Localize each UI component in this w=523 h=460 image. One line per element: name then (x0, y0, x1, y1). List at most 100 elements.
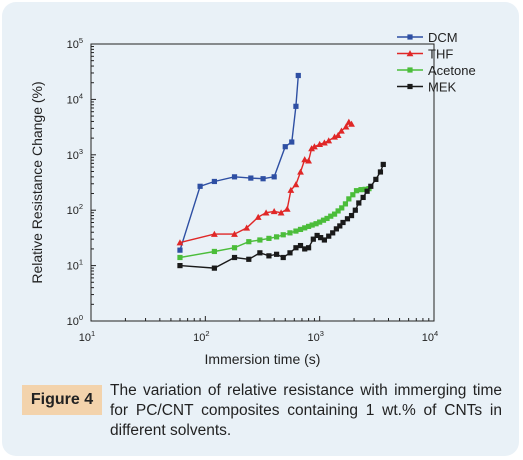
y-tick-label: 102 (67, 202, 83, 217)
data-point-acetone (297, 226, 304, 233)
data-point-mek (356, 200, 362, 206)
data-point-thf (254, 213, 262, 220)
legend-label-dcm: DCM (428, 30, 458, 45)
data-point-dcm (282, 144, 288, 150)
legend-label-thf: THF (428, 47, 453, 62)
plot-frame (90, 43, 435, 322)
figure-label: Figure 4 (22, 385, 102, 415)
data-point-dcm (289, 139, 295, 145)
data-point-thf (231, 230, 238, 237)
data-point-acetone (257, 237, 263, 243)
data-point-mek (321, 237, 327, 243)
data-point-mek (340, 219, 346, 226)
data-point-dcm (211, 178, 217, 185)
data-point-acetone (211, 248, 217, 255)
data-point-acetone (328, 213, 334, 219)
data-point-thf (176, 239, 184, 246)
data-point-acetone (339, 205, 345, 211)
data-point-thf (277, 209, 285, 216)
data-point-mek (177, 263, 183, 269)
data-point-acetone (324, 215, 330, 222)
x-tick-label: 102 (193, 329, 209, 344)
legend-marker-acetone (407, 67, 413, 73)
y-tick-label: 101 (67, 258, 83, 273)
series-line-thf (179, 121, 352, 244)
data-point-thf (311, 143, 318, 150)
data-point-thf (331, 133, 338, 140)
data-point-dcm (260, 176, 266, 182)
legend-marker-thf (406, 50, 414, 57)
data-point-mek (246, 256, 252, 262)
data-point-acetone (313, 221, 319, 227)
data-point-acetone (346, 196, 352, 202)
data-point-acetone (266, 235, 272, 241)
data-point-thf (342, 123, 350, 130)
legend-marker-dcm (407, 34, 413, 40)
data-point-mek (333, 226, 339, 232)
data-point-mek (330, 230, 336, 236)
y-tick-label: 103 (67, 147, 83, 162)
data-point-mek (293, 245, 299, 251)
series-mek (177, 161, 386, 271)
data-point-dcm (271, 174, 277, 180)
data-point-mek (310, 236, 316, 242)
data-point-thf (270, 208, 278, 215)
data-point-thf (308, 145, 315, 152)
y-tick-label: 104 (67, 91, 83, 106)
x-tick-label: 104 (422, 329, 438, 344)
data-point-acetone (331, 211, 338, 217)
data-point-thf (338, 127, 345, 134)
data-point-mek (360, 194, 366, 201)
x-tick-label: 101 (79, 329, 95, 344)
figure-caption: The variation of relative resistance wit… (110, 382, 502, 439)
data-point-mek (231, 254, 238, 261)
legend-marker-mek (407, 83, 413, 90)
data-point-mek (314, 232, 320, 239)
data-point-dcm (293, 103, 299, 109)
data-point-mek (257, 250, 263, 256)
data-point-mek (380, 161, 386, 168)
data-point-acetone (287, 230, 293, 236)
data-point-mek (373, 176, 379, 182)
data-point-mek (287, 250, 293, 256)
data-point-mek (318, 235, 324, 241)
figure-card: 101 102 103 104 100 101 102 103 104 105 Immersion … (2, 2, 519, 456)
data-point-thf (320, 139, 328, 146)
data-point-acetone (335, 208, 341, 214)
data-point-acetone (353, 188, 360, 194)
data-point-thf (210, 230, 218, 237)
data-point-thf (325, 137, 333, 144)
x-tick-label: 103 (307, 329, 323, 344)
data-point-acetone (177, 254, 183, 261)
data-point-mek (364, 188, 370, 194)
data-point-dcm (231, 174, 238, 180)
data-point-thf (262, 209, 270, 216)
data-point-acetone (305, 223, 312, 230)
data-point-acetone (273, 234, 280, 240)
series-line-dcm (179, 75, 299, 251)
data-point-mek (211, 265, 217, 271)
data-point-mek (344, 216, 351, 222)
data-point-dcm (177, 247, 183, 253)
data-point-mek (302, 246, 308, 252)
chart-axes: 101 102 103 104100101102103104105Immersion … (29, 36, 438, 367)
data-point-mek (305, 245, 312, 251)
data-point-mek (377, 169, 384, 175)
data-point-thf (283, 205, 291, 212)
data-point-acetone (246, 239, 252, 245)
data-point-acetone (317, 219, 323, 225)
data-point-thf (301, 156, 309, 163)
data-point-dcm (248, 175, 254, 181)
data-point-thf (297, 168, 304, 175)
data-point-acetone (350, 192, 356, 198)
data-point-thf (243, 224, 251, 231)
data-point-acetone (342, 201, 349, 207)
data-point-dcm (197, 183, 203, 189)
y-tick-label: 100 (67, 313, 83, 328)
data-point-thf (305, 157, 312, 164)
data-point-mek (297, 242, 304, 249)
series-thf (176, 118, 355, 246)
x-axis-label: Immersion time (s) (205, 351, 321, 367)
data-point-acetone (320, 217, 327, 223)
data-point-acetone (231, 245, 238, 251)
